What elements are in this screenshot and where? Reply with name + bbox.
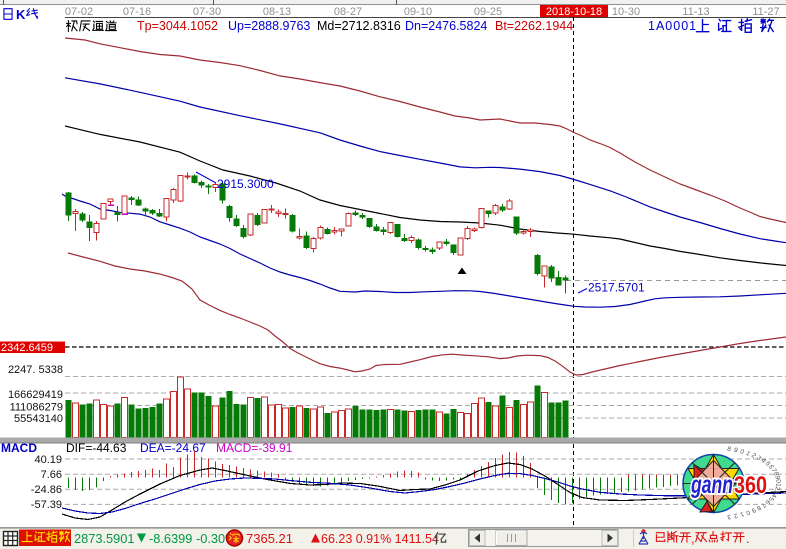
svg-text:4: 4 xyxy=(770,493,778,499)
svg-text:11-13: 11-13 xyxy=(682,6,709,18)
svg-text:5: 5 xyxy=(767,496,775,503)
svg-text:2342.6459: 2342.6459 xyxy=(1,342,53,354)
svg-text:10-30: 10-30 xyxy=(612,6,640,18)
svg-text:0: 0 xyxy=(774,479,781,483)
svg-text:8: 8 xyxy=(726,446,732,454)
svg-text:1: 1 xyxy=(745,450,752,458)
svg-text:2247. 5338: 2247. 5338 xyxy=(8,364,63,376)
svg-text:9: 9 xyxy=(733,447,739,455)
svg-text:Tp=3044.1052: Tp=3044.1052 xyxy=(137,19,218,33)
svg-text:K: K xyxy=(16,7,26,22)
svg-text:0: 0 xyxy=(739,448,746,456)
svg-text:7.66: 7.66 xyxy=(41,469,62,481)
svg-text:360: 360 xyxy=(734,472,767,499)
svg-text:1: 1 xyxy=(774,483,781,487)
svg-text:111086279: 111086279 xyxy=(10,402,63,414)
svg-text:07-16: 07-16 xyxy=(123,6,151,18)
svg-text:8: 8 xyxy=(755,504,763,512)
svg-text:8: 8 xyxy=(772,471,780,477)
svg-text:-8.6399 -0.30%: -8.6399 -0.30% xyxy=(149,531,237,546)
svg-text:7365.21: 7365.21 xyxy=(246,531,293,546)
svg-text:Md=2712.8316: Md=2712.8316 xyxy=(317,19,401,33)
svg-text:DIF=-44.63: DIF=-44.63 xyxy=(66,441,127,455)
svg-text:07-02: 07-02 xyxy=(65,6,93,18)
svg-text:08-27: 08-27 xyxy=(334,6,362,18)
svg-text:6: 6 xyxy=(763,499,771,506)
svg-text:07-30: 07-30 xyxy=(193,6,221,18)
svg-text:,: , xyxy=(691,531,695,546)
svg-text:2018-10-18: 2018-10-18 xyxy=(546,6,602,18)
svg-text:.: . xyxy=(746,531,750,546)
svg-text:3: 3 xyxy=(726,513,732,521)
svg-text:09-25: 09-25 xyxy=(474,6,502,18)
svg-text:Dn=2476.5824: Dn=2476.5824 xyxy=(405,19,487,33)
svg-text:2915.3000: 2915.3000 xyxy=(217,177,274,191)
svg-text:3: 3 xyxy=(772,489,780,495)
svg-text:1A0001: 1A0001 xyxy=(648,19,697,33)
svg-text:MACD=-39.91: MACD=-39.91 xyxy=(216,441,293,455)
svg-text:166629419: 166629419 xyxy=(8,389,63,401)
svg-text:11-27: 11-27 xyxy=(752,6,779,18)
svg-text:40.19: 40.19 xyxy=(34,454,62,466)
svg-text:2: 2 xyxy=(732,512,738,520)
svg-text:9: 9 xyxy=(773,475,781,480)
svg-text:gann: gann xyxy=(690,471,733,499)
svg-text:4: 4 xyxy=(759,457,767,465)
svg-text:6: 6 xyxy=(767,464,775,471)
svg-text:7: 7 xyxy=(770,468,778,474)
svg-text:3: 3 xyxy=(755,455,763,463)
svg-text:-24.86: -24.86 xyxy=(31,484,62,496)
svg-text:08-13: 08-13 xyxy=(263,6,291,18)
svg-text:2873.5901: 2873.5901 xyxy=(74,531,135,546)
svg-text:2517.5701: 2517.5701 xyxy=(588,281,645,295)
svg-text:2: 2 xyxy=(773,486,781,491)
svg-text:MACD: MACD xyxy=(1,441,37,455)
svg-text:66.23 0.91% 1411.54: 66.23 0.91% 1411.54 xyxy=(321,532,439,546)
svg-text:7: 7 xyxy=(759,501,767,509)
svg-text:2: 2 xyxy=(750,452,757,460)
svg-text:Up=2888.9763: Up=2888.9763 xyxy=(228,19,310,33)
svg-text:1: 1 xyxy=(738,510,745,518)
svg-text:Bt=2262.1944: Bt=2262.1944 xyxy=(495,19,573,33)
svg-text:DEA=-24.67: DEA=-24.67 xyxy=(140,441,206,455)
svg-text:09-10: 09-10 xyxy=(404,6,432,18)
svg-text:5: 5 xyxy=(763,461,771,468)
svg-text:55543140: 55543140 xyxy=(14,413,63,425)
svg-text:9: 9 xyxy=(750,506,757,514)
svg-text:0: 0 xyxy=(744,508,751,516)
svg-text:-57.39: -57.39 xyxy=(31,499,62,511)
